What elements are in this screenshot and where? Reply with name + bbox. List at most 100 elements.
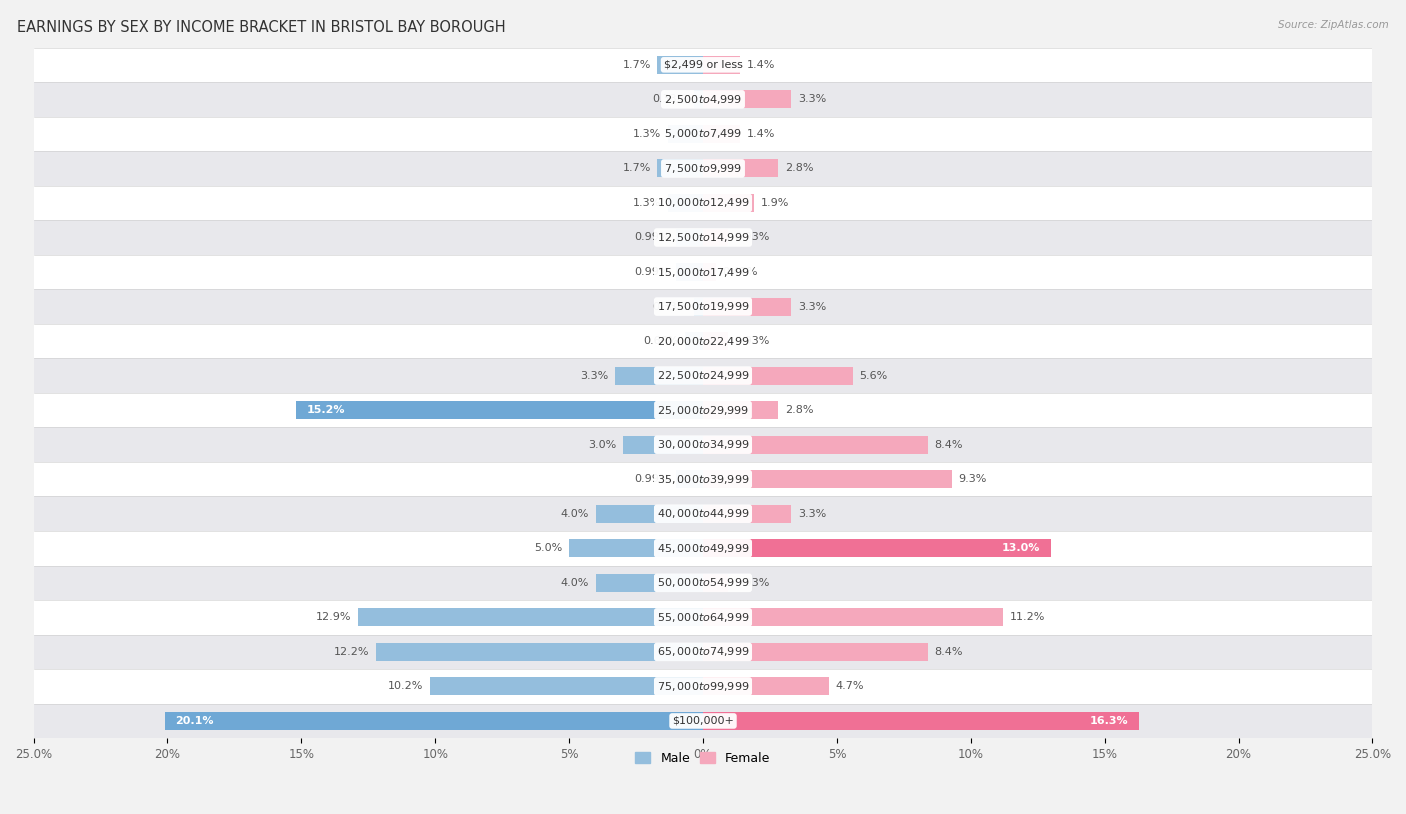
Bar (34, 531, 1372, 566)
Bar (34, 497, 1372, 531)
Bar (658, 160, 703, 177)
Bar (658, 56, 703, 74)
Bar (34, 427, 1372, 462)
Bar (430, 677, 703, 695)
Bar (34, 116, 1372, 151)
Bar (676, 263, 703, 281)
Bar (703, 229, 728, 247)
Bar (695, 90, 703, 108)
Text: 5.6%: 5.6% (859, 370, 889, 381)
Text: $2,500 to $4,999: $2,500 to $4,999 (664, 93, 742, 106)
Bar (34, 289, 1372, 324)
Text: $10,000 to $12,499: $10,000 to $12,499 (657, 196, 749, 209)
Text: 1.9%: 1.9% (761, 198, 789, 208)
Text: 0.93%: 0.93% (734, 336, 770, 346)
Bar (703, 712, 1139, 730)
Text: 4.0%: 4.0% (561, 509, 589, 519)
Bar (596, 505, 703, 523)
Bar (703, 401, 778, 419)
Bar (703, 470, 952, 488)
Bar (34, 703, 1372, 738)
Bar (34, 186, 1372, 221)
Bar (703, 608, 1002, 626)
Text: 2.8%: 2.8% (785, 405, 813, 415)
Bar (34, 393, 1372, 427)
Text: 3.3%: 3.3% (579, 370, 607, 381)
Bar (596, 574, 703, 592)
Text: 11.2%: 11.2% (1010, 612, 1045, 623)
Text: 0.93%: 0.93% (734, 233, 770, 243)
Bar (34, 324, 1372, 358)
Bar (165, 712, 703, 730)
Text: 1.4%: 1.4% (747, 59, 776, 70)
Text: $30,000 to $34,999: $30,000 to $34,999 (657, 438, 749, 451)
Text: 16.3%: 16.3% (1090, 716, 1129, 726)
Text: 13.0%: 13.0% (1002, 543, 1040, 554)
Bar (34, 358, 1372, 393)
Text: 1.4%: 1.4% (747, 129, 776, 139)
Bar (34, 221, 1372, 255)
Bar (685, 332, 703, 350)
Bar (703, 56, 741, 74)
Bar (676, 470, 703, 488)
Text: 0.99%: 0.99% (634, 475, 669, 484)
Bar (34, 47, 1372, 82)
Text: 0.47%: 0.47% (723, 267, 758, 277)
Text: EARNINGS BY SEX BY INCOME BRACKET IN BRISTOL BAY BOROUGH: EARNINGS BY SEX BY INCOME BRACKET IN BRI… (17, 20, 506, 35)
Text: 0.66%: 0.66% (644, 336, 679, 346)
Text: 1.3%: 1.3% (633, 129, 661, 139)
Text: $20,000 to $22,499: $20,000 to $22,499 (657, 335, 749, 348)
Text: 0.33%: 0.33% (652, 94, 688, 104)
Bar (703, 435, 928, 453)
Text: $2,499 or less: $2,499 or less (664, 59, 742, 70)
Bar (703, 540, 1052, 558)
Text: 0.33%: 0.33% (652, 301, 688, 312)
Bar (569, 540, 703, 558)
Bar (703, 194, 754, 212)
Text: 20.1%: 20.1% (176, 716, 214, 726)
Text: $40,000 to $44,999: $40,000 to $44,999 (657, 507, 749, 520)
Text: 8.4%: 8.4% (935, 440, 963, 449)
Text: $12,500 to $14,999: $12,500 to $14,999 (657, 231, 749, 244)
Bar (34, 600, 1372, 635)
Bar (614, 366, 703, 384)
Bar (703, 677, 830, 695)
Bar (297, 401, 703, 419)
Bar (668, 125, 703, 143)
Text: $7,500 to $9,999: $7,500 to $9,999 (664, 162, 742, 175)
Text: 0.99%: 0.99% (634, 267, 669, 277)
Text: $5,000 to $7,499: $5,000 to $7,499 (664, 128, 742, 140)
Text: Source: ZipAtlas.com: Source: ZipAtlas.com (1278, 20, 1389, 30)
Bar (703, 643, 928, 661)
Bar (34, 635, 1372, 669)
Text: 0.93%: 0.93% (734, 578, 770, 588)
Bar (34, 82, 1372, 116)
Text: $15,000 to $17,499: $15,000 to $17,499 (657, 265, 749, 278)
Text: $35,000 to $39,999: $35,000 to $39,999 (657, 473, 749, 486)
Text: $100,000+: $100,000+ (672, 716, 734, 726)
Bar (34, 669, 1372, 703)
Text: 3.3%: 3.3% (799, 94, 827, 104)
Text: 3.3%: 3.3% (799, 509, 827, 519)
Bar (703, 263, 716, 281)
Text: $75,000 to $99,999: $75,000 to $99,999 (657, 680, 749, 693)
Bar (703, 366, 853, 384)
Text: $65,000 to $74,999: $65,000 to $74,999 (657, 646, 749, 659)
Text: 5.0%: 5.0% (534, 543, 562, 554)
Text: 12.2%: 12.2% (335, 647, 370, 657)
Bar (34, 255, 1372, 289)
Text: 0.99%: 0.99% (634, 233, 669, 243)
Legend: Male, Female: Male, Female (630, 747, 776, 770)
Text: 8.4%: 8.4% (935, 647, 963, 657)
Bar (34, 566, 1372, 600)
Text: 4.0%: 4.0% (561, 578, 589, 588)
Bar (34, 462, 1372, 497)
Text: $17,500 to $19,999: $17,500 to $19,999 (657, 300, 749, 313)
Text: $50,000 to $54,999: $50,000 to $54,999 (657, 576, 749, 589)
Text: 10.2%: 10.2% (388, 681, 423, 691)
Text: 1.7%: 1.7% (623, 59, 651, 70)
Text: 3.0%: 3.0% (588, 440, 616, 449)
Bar (703, 125, 741, 143)
Text: 1.7%: 1.7% (623, 164, 651, 173)
Text: 1.3%: 1.3% (633, 198, 661, 208)
